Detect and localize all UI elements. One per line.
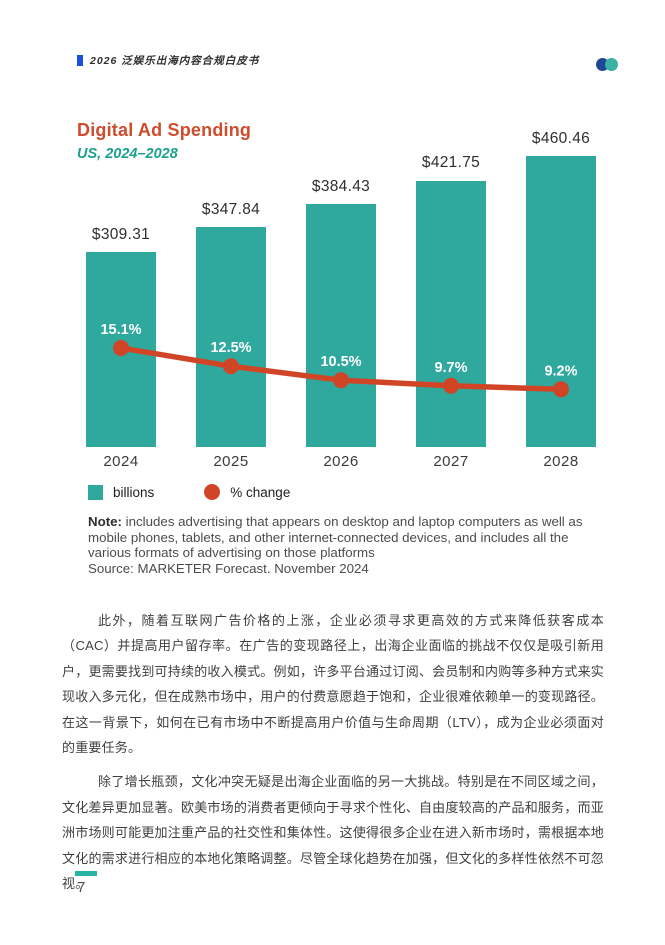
note-body: includes advertising that appears on des…: [88, 514, 583, 560]
bar-value-label: $309.31: [91, 225, 151, 243]
bar-2025: [196, 227, 266, 447]
x-axis-label: 2025: [213, 453, 249, 470]
bar-2027: [416, 180, 486, 447]
bar-series-swatch-icon: [88, 484, 103, 500]
line-series-swatch-icon: [204, 484, 221, 500]
x-axis-label: 2027: [433, 453, 469, 470]
x-axis-label: 2028: [543, 453, 579, 470]
pct-change-label: 9.7%: [434, 360, 467, 376]
pct-change-label: 10.5%: [320, 354, 361, 370]
pct-change-label: 15.1%: [100, 322, 141, 338]
document-title: 2026 泛娱乐出海内容合规白皮书: [90, 55, 260, 67]
chart-source: Source: MARKETER Forecast. November 2024: [88, 560, 369, 576]
chart-plot-area: $309.31 $347.84 $384.43 $421.75 $460.46 15.1%…: [86, 130, 596, 447]
bar-value-label: $384.43: [311, 178, 371, 196]
legend-item-pct-change: % change: [204, 484, 290, 500]
pct-change-label: 12.5%: [210, 340, 251, 356]
chart-subtitle: US, 2024–2028: [77, 146, 178, 162]
pct-change-point: [443, 377, 459, 394]
chart-x-axis: 2024 2025 2026 2027 2028: [86, 453, 596, 473]
paragraph: 除了增长瓶颈，文化冲突无疑是出海企业面临的另一大挑战。特别是在不同区域之间，文化…: [62, 774, 604, 892]
pct-change-label: 9.2%: [544, 363, 577, 379]
pct-change-point: [333, 372, 349, 389]
bar-2026: [306, 204, 376, 447]
pct-change-point: [223, 358, 239, 375]
page-footer: 7: [75, 871, 97, 896]
chart-note: Note: includes advertising that appears …: [88, 514, 602, 576]
chart-legend: billions % change: [88, 484, 290, 500]
legend-item-billions: billions: [88, 484, 155, 500]
legend-label: billions: [113, 484, 155, 500]
bar-value-label: $347.84: [201, 201, 261, 219]
pct-change-line: 15.1% 12.5% 10.5% 9.7% 9.2%: [100, 322, 578, 398]
page-number: 7: [77, 879, 86, 896]
page-header: 2026 泛娱乐出海内容合规白皮书: [77, 53, 259, 68]
body-text: 此外，随着互联网广告价格的上涨，企业必须寻求更高效的方式来降低获客成本（CAC）…: [62, 608, 604, 896]
pct-change-point: [113, 340, 129, 356]
header-accent-bar: [77, 55, 83, 66]
legend-label: % change: [230, 484, 291, 500]
brand-logo-icon: [596, 58, 622, 71]
bar-value-label: $421.75: [421, 154, 481, 172]
logo-teal-circle: [605, 58, 618, 71]
note-label: Note:: [88, 514, 122, 529]
footer-accent-bar: [75, 871, 97, 876]
note-text: Note: includes advertising that appears …: [88, 514, 602, 561]
x-axis-label: 2026: [323, 453, 359, 470]
paragraph: 此外，随着互联网广告价格的上涨，企业必须寻求更高效的方式来降低获客成本（CAC）…: [62, 613, 604, 756]
bar-2028: [526, 156, 596, 447]
bar-value-label: $460.46: [531, 130, 591, 147]
chart-title: Digital Ad Spending: [77, 120, 252, 140]
x-axis-label: 2024: [103, 453, 139, 470]
pct-change-point: [553, 381, 569, 398]
